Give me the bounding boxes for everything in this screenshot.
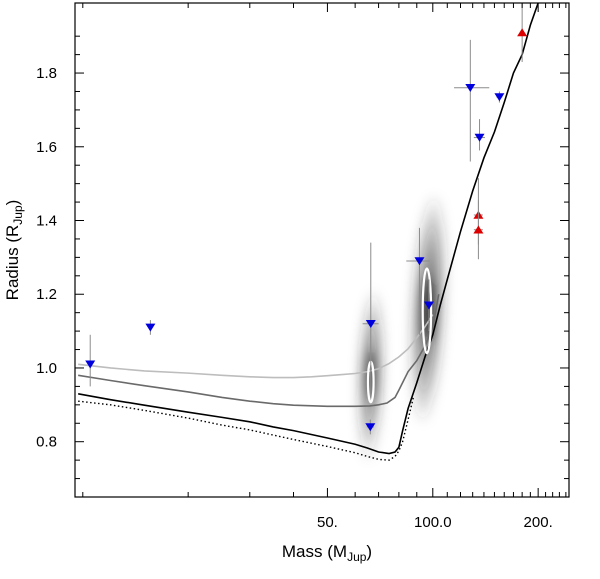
y-tick-label-1.4: 1.4 [36, 213, 57, 230]
y-axis-title-main: Radius (R [3, 225, 22, 301]
blue-downward-triangles-point-2 [145, 320, 156, 335]
y-axis-title-close: ) [3, 200, 22, 206]
blue-downward-triangles-point-1 [85, 334, 96, 387]
blue-downward-triangles-marker [145, 323, 156, 332]
blue-downward-triangles-point-7 [454, 39, 490, 162]
red-upward-triangles-point-2 [473, 200, 484, 260]
blue-downward-triangles-marker [423, 301, 434, 310]
blue-downward-triangles-marker [465, 84, 476, 93]
dark-gray-model [78, 294, 440, 408]
blue-downward-triangles-point-9 [494, 91, 505, 103]
red-upward-triangles-point-3 [517, 3, 528, 62]
black-dotted-model [78, 397, 415, 461]
x-axis-title-main: Mass (M [282, 542, 347, 561]
y-tick-label-0.8: 0.8 [36, 434, 57, 451]
x-axis-title-sub: Jup [347, 550, 367, 564]
x-axis-title-close: ) [366, 542, 372, 561]
y-tick-label-1.8: 1.8 [36, 65, 57, 82]
blue-downward-triangles-marker [414, 257, 425, 266]
blue-downward-triangles-marker [494, 93, 505, 102]
x-axis-title: Mass (MJup) [282, 542, 372, 564]
contour-right [421, 267, 433, 355]
blue-downward-triangles-marker [474, 133, 485, 142]
axis-ticks [75, 3, 569, 497]
density-right [410, 197, 446, 421]
y-tick-label-1.0: 1.0 [36, 360, 57, 377]
blue-downward-triangles-point-3 [362, 242, 379, 398]
y-axis-title: Radius (RJup) [3, 200, 25, 301]
blue-downward-triangles-point-8 [473, 119, 486, 151]
blue-downward-triangles-marker [85, 360, 96, 369]
x-tick-label-50: 50. [317, 514, 338, 531]
model-curves [78, 3, 539, 461]
blue-downward-triangles-point-6 [423, 279, 434, 332]
blue-downward-triangles-marker [365, 319, 376, 328]
y-axis-title-sub: Jup [11, 205, 25, 225]
y-tick-label-1.6: 1.6 [36, 139, 57, 156]
y-tick-label-1.2: 1.2 [36, 286, 57, 303]
x-tick-label-200: 200. [524, 514, 553, 531]
light-gray-model [78, 314, 434, 379]
blue-downward-triangles-marker [365, 423, 376, 432]
blue-downward-triangles-point-4 [365, 419, 376, 435]
blue-downward-triangles-point-5 [406, 227, 430, 335]
plot-frame [74, 2, 570, 498]
black-model [78, 3, 539, 455]
red-upward-triangles-marker [473, 225, 484, 234]
data-points [85, 3, 528, 435]
red-upward-triangles-marker [517, 28, 528, 37]
x-tick-label-100: 100.0 [414, 514, 452, 531]
